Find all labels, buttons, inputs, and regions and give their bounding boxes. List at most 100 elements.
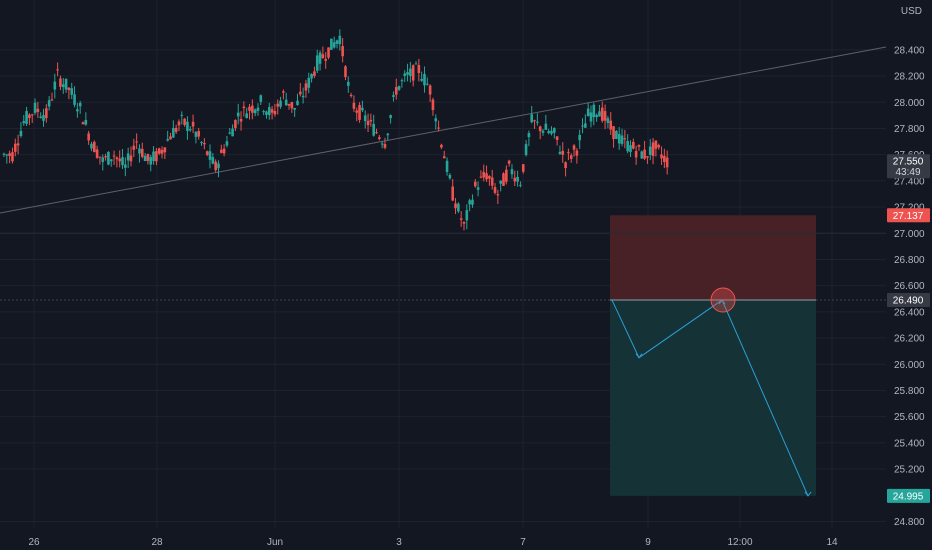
candle-body	[411, 65, 415, 81]
candle-body	[118, 158, 122, 162]
candle-body	[513, 177, 517, 182]
candle-body	[172, 128, 175, 138]
candle-body	[214, 161, 217, 171]
candle-body	[304, 83, 308, 91]
candle-body	[299, 91, 302, 95]
candle-body	[361, 107, 364, 111]
candle-body	[533, 120, 536, 122]
candle-body	[163, 147, 167, 153]
candle-body	[307, 77, 311, 88]
candle-body	[129, 155, 133, 162]
currency-label[interactable]: USD	[901, 6, 922, 17]
y-tick-label: 25.600	[894, 412, 925, 423]
candle-body	[287, 103, 291, 106]
entry-marker-circle	[710, 287, 736, 313]
trendline[interactable]	[0, 46, 887, 214]
candle-body	[265, 111, 268, 115]
candle-body	[76, 109, 79, 112]
candle-body	[61, 84, 65, 88]
candle-body	[346, 81, 350, 86]
candle-body	[457, 203, 460, 212]
candle-body	[78, 102, 82, 107]
candle-body	[547, 131, 550, 134]
candle-body	[445, 160, 449, 173]
candle-body	[567, 152, 570, 154]
candle-body	[301, 95, 305, 98]
candle-body	[651, 142, 655, 156]
candle-body	[372, 123, 375, 136]
candle-body	[324, 58, 328, 61]
candle-body	[205, 151, 209, 155]
y-tick-label: 24.800	[894, 517, 925, 528]
candle-body	[660, 154, 663, 159]
position-zones[interactable]	[0, 215, 886, 496]
candle-body	[267, 107, 271, 116]
candle-body	[493, 187, 497, 193]
candle-body	[64, 78, 68, 90]
candle-body	[183, 118, 186, 125]
candle-body	[16, 143, 20, 146]
candle-body	[166, 139, 169, 141]
candle-body	[485, 173, 488, 180]
candle-body	[234, 120, 237, 129]
candle-body	[558, 151, 562, 154]
candle-body	[465, 210, 469, 221]
candle-body	[575, 150, 579, 156]
price-label-value: 26.490	[893, 296, 924, 307]
candle-body	[124, 164, 127, 168]
candle-body	[149, 157, 153, 165]
candle-body	[290, 101, 294, 109]
candle-body	[640, 151, 644, 159]
projected-path[interactable]	[611, 287, 812, 497]
candle-body	[146, 153, 150, 161]
candle-body	[53, 81, 57, 90]
candle-body	[648, 146, 652, 155]
candle-body	[595, 114, 598, 118]
price-axis[interactable]: 28.40028.20028.00027.80027.60027.40027.2…	[887, 45, 930, 528]
candle-body	[448, 174, 452, 179]
price-label-value: 24.995	[893, 491, 924, 502]
candle-body	[70, 88, 74, 95]
y-tick-label: 26.800	[894, 255, 925, 266]
candle-body	[502, 173, 505, 186]
candle-body	[203, 142, 206, 145]
candle-body	[138, 148, 141, 154]
price-label-badge	[887, 488, 930, 503]
candle-body	[248, 106, 251, 111]
candle-body	[544, 123, 548, 130]
candle-body	[355, 110, 359, 113]
candle-body	[589, 112, 593, 122]
candle-body	[476, 187, 480, 190]
candle-body	[22, 121, 26, 124]
x-tick-label: Jun	[267, 537, 283, 548]
candle-body	[121, 157, 124, 166]
candle-body	[564, 162, 567, 169]
candle-body	[505, 169, 508, 182]
candle-body	[629, 145, 632, 153]
candle-body	[177, 121, 181, 126]
candle-body	[25, 110, 28, 124]
candle-body	[581, 125, 584, 127]
candle-body	[665, 157, 669, 168]
candle-body	[454, 203, 457, 209]
candle-body	[335, 40, 339, 44]
y-tick-label: 28.000	[894, 98, 925, 109]
y-tick-label: 25.800	[894, 386, 925, 397]
candle-body	[169, 136, 172, 140]
candle-body	[270, 109, 274, 113]
candle-body	[188, 129, 192, 131]
candle-body	[219, 149, 223, 153]
candle-body	[490, 177, 494, 186]
candle-body	[112, 155, 116, 157]
candle-body	[33, 102, 37, 113]
candle-body	[394, 87, 398, 95]
candle-body	[152, 151, 155, 161]
candle-body	[462, 222, 466, 224]
candle-body	[420, 78, 423, 81]
candle-body	[143, 155, 147, 162]
candle-body	[516, 176, 519, 182]
time-axis[interactable]: 26 28 Jun 3 7 9 12:00 14	[28, 537, 838, 548]
candle-body	[98, 156, 102, 158]
candle-body	[507, 160, 511, 164]
